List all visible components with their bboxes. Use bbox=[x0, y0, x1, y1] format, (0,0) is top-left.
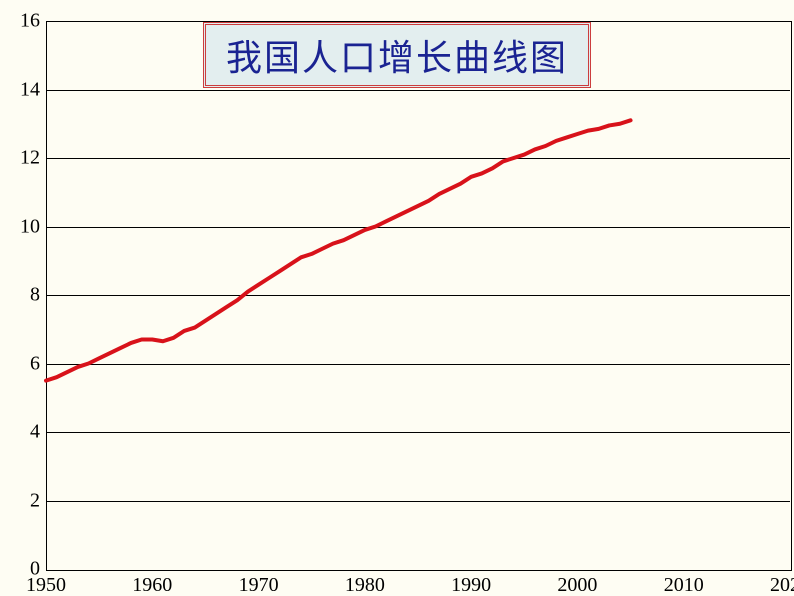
population-chart: 我国人口增长曲线图 0246810121416 1950196019701980… bbox=[0, 0, 794, 596]
population-line bbox=[46, 120, 631, 380]
line-series bbox=[0, 0, 794, 596]
chart-title: 我国人口增长曲线图 bbox=[226, 38, 568, 78]
chart-title-box: 我国人口增长曲线图 bbox=[203, 22, 591, 88]
